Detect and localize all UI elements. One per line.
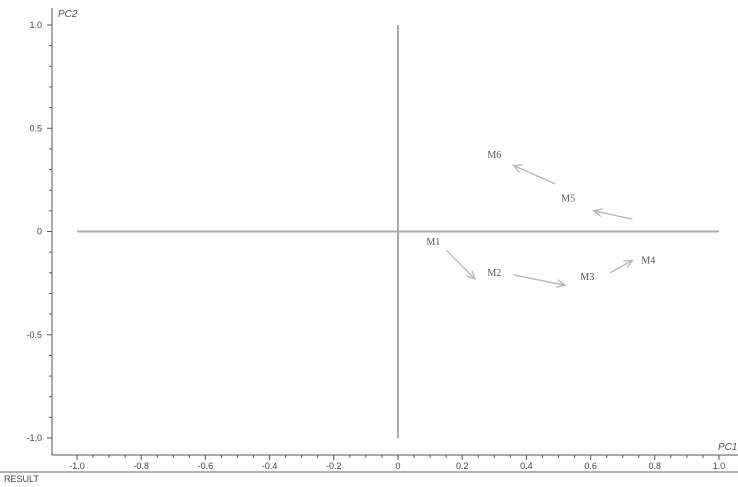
y-tick-label: -0.5: [26, 330, 42, 340]
y-tick-label: 1.0: [29, 20, 42, 30]
origin-crosshair: [77, 25, 719, 438]
y-axis-title: PC2: [58, 9, 78, 20]
arrow-shaft: [593, 210, 633, 220]
arrow-shaft: [445, 249, 476, 280]
x-tick-label: -0.8: [133, 461, 149, 471]
x-ticks: -1.0 -0.8 -0.6 -0.4 -0.2 0 0.2 0.4 0.6 0.8 1.0: [69, 455, 725, 471]
trajectory-arrow: [513, 274, 567, 289]
arrows: [445, 164, 634, 289]
point-label-m3: M3: [580, 272, 594, 283]
trajectory-arrow: [512, 164, 556, 185]
arrow-head: [592, 208, 603, 217]
x-tick-label: -1.0: [69, 461, 85, 471]
arrow-shaft: [513, 164, 556, 185]
point-labels: M1 M2 M3 M4 M5 M6: [426, 150, 655, 283]
arrow-shaft: [513, 274, 566, 286]
point-label-m5: M5: [561, 193, 575, 204]
x-axis-title: PC1: [718, 442, 737, 453]
point-label-m2: M2: [487, 268, 501, 279]
arrow-head: [466, 270, 477, 281]
x-tick-label: 0.4: [520, 461, 533, 471]
x-tick-label: 0: [395, 461, 400, 471]
point-label-m6: M6: [487, 150, 501, 161]
x-tick-label: 0.2: [456, 461, 469, 471]
y-ticks: 1.0 0.5 0 -0.5 -1.0: [26, 20, 52, 443]
x-tick-label: 0.6: [584, 461, 597, 471]
footer-label: RESULT: [4, 474, 39, 484]
arrow-shaft: [609, 259, 633, 274]
x-tick-label: -0.2: [326, 461, 342, 471]
x-tick-label: 0.8: [649, 461, 662, 471]
point-label-m4: M4: [641, 255, 655, 266]
point-label-m1: M1: [426, 237, 440, 248]
x-tick-label: -0.4: [262, 461, 278, 471]
trajectory-arrow: [592, 208, 633, 220]
trajectory-arrow: [445, 249, 477, 281]
y-tick-label: 0: [37, 227, 42, 237]
y-tick-label: -1.0: [26, 433, 42, 443]
y-tick-label: 0.5: [29, 123, 42, 133]
x-tick-label: 1.0: [713, 461, 726, 471]
arrow-head: [623, 259, 634, 269]
trajectory-arrow: [609, 259, 634, 274]
arrow-head: [512, 164, 523, 173]
x-tick-label: -0.6: [198, 461, 214, 471]
axes: [0, 8, 738, 473]
arrow-head: [556, 279, 567, 289]
